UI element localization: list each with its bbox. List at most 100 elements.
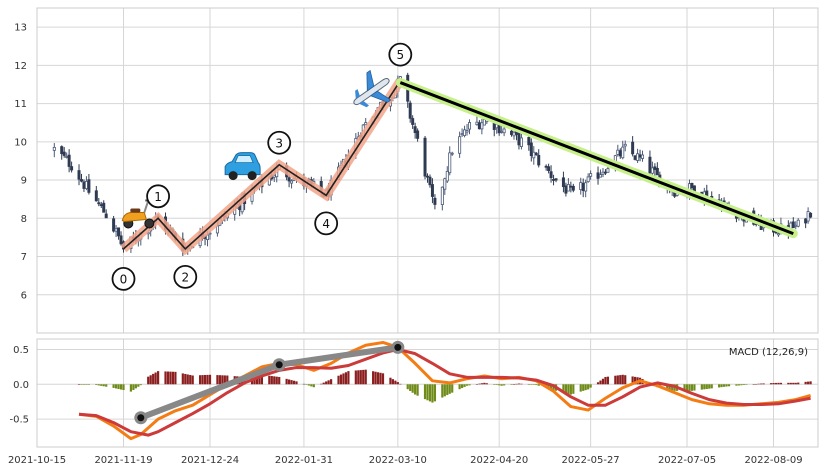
candle-body — [460, 133, 464, 136]
candle-body — [448, 152, 452, 174]
x-tick-label: 2022-03-10 — [369, 455, 427, 466]
candle-body — [117, 227, 121, 237]
candle-body — [527, 137, 531, 146]
candle-body — [722, 200, 726, 203]
histogram-bar — [718, 384, 721, 388]
wave-label-circle — [388, 42, 413, 67]
wave-label-circle — [146, 184, 171, 209]
histogram-bar — [416, 384, 419, 396]
x-axis: 2021-10-15 2021-11-19 2021-12-24 2022-01-31… — [8, 455, 803, 466]
histogram-bar — [218, 375, 221, 385]
histogram-bar — [446, 384, 449, 396]
histogram-bar — [493, 384, 496, 385]
candle-body — [616, 149, 620, 155]
histogram-bar — [186, 374, 189, 385]
histogram-bar — [564, 384, 568, 394]
histogram-bar — [779, 382, 783, 385]
candle-body — [79, 179, 83, 182]
wave-label-circle — [267, 130, 292, 155]
wave-labels: 0 1 2 3 4 5 — [111, 42, 413, 291]
histogram-bar — [260, 374, 264, 385]
histogram-bar — [515, 383, 518, 385]
candle-body — [776, 233, 780, 236]
candle-body — [290, 180, 294, 184]
histogram-bar — [362, 369, 365, 385]
wave-label-circle — [173, 264, 198, 289]
candle-body — [94, 190, 98, 202]
candle-body — [599, 174, 603, 178]
histogram-bar — [604, 376, 607, 385]
histogram-bar — [614, 375, 617, 385]
candle-body — [206, 234, 210, 241]
candle-body — [67, 154, 71, 167]
histogram-bar — [184, 373, 187, 385]
candle-body — [482, 119, 486, 126]
histogram-bar — [171, 371, 175, 385]
histogram-bar — [325, 381, 328, 385]
histogram-bar — [700, 384, 703, 390]
histogram-bar — [347, 371, 350, 385]
wave-label: 1 — [154, 190, 162, 204]
histogram-bar — [478, 383, 481, 385]
histogram-bar — [582, 384, 585, 391]
price-y-axis: 6 7 8 9 10 11 12 13 — [14, 23, 27, 302]
candle-body — [445, 170, 449, 182]
airplane-icon — [353, 69, 392, 108]
candle-body — [102, 202, 106, 213]
candle-body — [463, 129, 467, 136]
price-panel-frame — [36, 7, 819, 334]
histogram-bar — [87, 384, 91, 385]
histogram-bar — [292, 380, 296, 385]
histogram-bar — [589, 384, 592, 388]
candle-body — [603, 171, 607, 174]
histogram-bar — [391, 379, 394, 385]
histogram-bar — [792, 382, 795, 385]
histogram-bar — [119, 384, 123, 390]
wave-icons — [121, 69, 392, 229]
histogram-bar — [463, 384, 466, 387]
histogram-bar — [458, 384, 461, 390]
price-y-tick-label: 12 — [14, 61, 27, 72]
histogram-bar — [97, 384, 100, 386]
histogram-bar — [191, 375, 194, 385]
histogram-bar — [359, 370, 362, 385]
candle-body — [606, 168, 610, 173]
histogram-bar — [755, 383, 758, 385]
candle-body — [440, 186, 444, 206]
candle-body — [571, 185, 575, 191]
histogram-bar — [112, 384, 115, 388]
histogram-bar — [606, 376, 610, 385]
candle-body — [416, 130, 420, 139]
candle-body — [425, 175, 429, 178]
histogram-bar — [201, 375, 204, 385]
histogram-bar — [275, 376, 278, 385]
macd-line — [78, 340, 811, 441]
histogram-bar — [797, 382, 800, 385]
candle-body — [364, 122, 368, 126]
histogram-bar — [740, 384, 743, 386]
candle-body — [104, 213, 108, 219]
histogram-bar — [409, 384, 412, 391]
wave-label: 2 — [181, 270, 189, 284]
candle-body — [287, 177, 291, 182]
histogram-bar — [310, 384, 313, 387]
histogram-bar — [152, 373, 155, 385]
candle-body — [794, 224, 798, 227]
candle-body — [547, 166, 551, 171]
candle-body — [584, 182, 588, 192]
candle-body — [804, 218, 808, 224]
candle-body — [84, 180, 88, 190]
candle-body — [648, 156, 652, 174]
histogram-bar — [619, 375, 622, 385]
car-icon — [224, 152, 261, 181]
histogram-bar — [364, 369, 367, 385]
candle-body — [650, 167, 654, 174]
price-y-tick-label: 11 — [14, 99, 27, 110]
pivot-marker-dot — [137, 414, 145, 422]
histogram-bar — [426, 384, 429, 401]
candle-body — [631, 141, 635, 155]
candle-body — [554, 178, 558, 181]
histogram-bar — [433, 384, 437, 402]
pivot-marker-dot — [275, 361, 283, 369]
price-y-tick-label: 8 — [21, 214, 27, 225]
